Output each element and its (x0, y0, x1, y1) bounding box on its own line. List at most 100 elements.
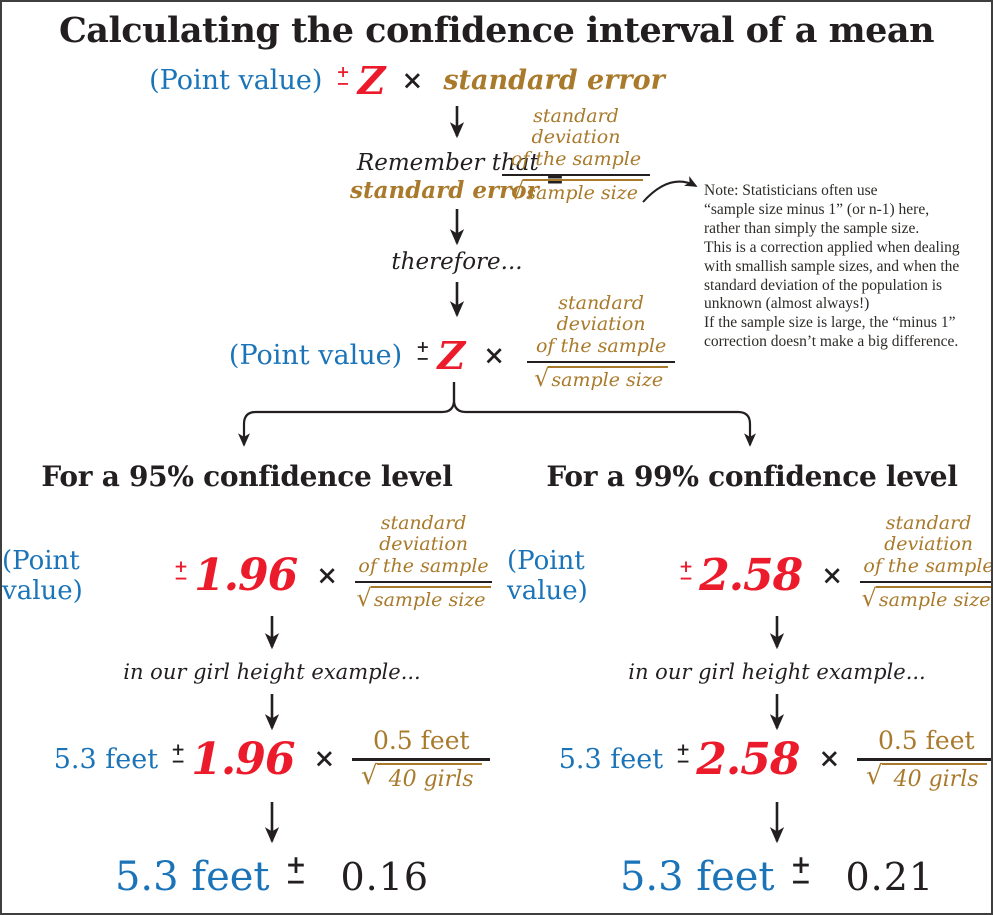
std-dev-fraction: standard deviation of the sample √ sampl… (860, 512, 993, 612)
z-value-258: 2.58 (699, 550, 803, 602)
multiply-sign: × (316, 560, 339, 591)
z-symbol: Z (437, 333, 466, 379)
radical-sign-icon: √ (861, 583, 877, 612)
result-point-value: 5.3 feet (619, 854, 775, 900)
plus-glyph: + (416, 337, 430, 357)
fraction-denominator: √ 40 girls (866, 760, 987, 792)
40-girls-label: 40 girls (376, 762, 482, 792)
point-value-label: (Point value) (507, 545, 588, 606)
minus-glyph: − (678, 568, 694, 589)
fraction-numerator-05-feet: 0.5 feet (372, 726, 470, 755)
point-value-53-feet: 5.3 feet (558, 743, 664, 775)
example-fraction: 0.5 feet √ 40 girls (857, 726, 991, 792)
formula-99-point-value: (Point value) + − 2.58 × standard deviat… (507, 512, 991, 625)
standard-error-label: standard error (443, 65, 665, 96)
remember-lines: Remember that standard error (350, 149, 539, 205)
page-title: Calculating the confidence interval of a… (58, 10, 935, 51)
formula-95-point-value: (Point value) + − 1.96 × standard deviat… (2, 512, 492, 625)
header-95-confidence: For a 95% confidence level (41, 460, 453, 493)
fraction-denominator: √ sample size (509, 176, 643, 205)
fraction-numerator-line3: of the sample (510, 147, 642, 170)
minus-glyph: − (416, 348, 430, 368)
fraction-denominator: √ sample size (534, 363, 669, 392)
minus-glyph: − (285, 867, 307, 896)
fraction-denominator: √ 40 girls (361, 760, 482, 792)
fraction-bar (355, 580, 492, 583)
formula-point-value-z-se: (Point value) + − Z × standard error (2, 58, 812, 103)
multiply-sign: × (313, 744, 336, 775)
std-dev-fraction: standard deviation of the sample √ sampl… (502, 105, 650, 205)
z-value-196: 1.96 (194, 550, 298, 602)
fraction-numerator-line2: deviation (531, 126, 621, 149)
result-95: 5.3 feet + − 0.16 (30, 850, 514, 900)
fraction-bar (502, 173, 650, 176)
fraction-bar (857, 757, 991, 761)
plus-glyph: + (336, 61, 350, 81)
multiply-sign: × (401, 65, 424, 96)
z-symbol: Z (357, 58, 386, 103)
result-point-value: 5.3 feet (114, 854, 270, 900)
plus-glyph: + (171, 740, 186, 761)
radical-sign-icon: √ (534, 363, 550, 392)
minus-glyph: − (676, 752, 691, 773)
radical-sign-icon: √ (866, 760, 883, 791)
result-margin-021: 0.21 (845, 855, 935, 899)
fraction-numerator-line3: of the sample (535, 334, 667, 357)
fraction-numerator-line2: deviation (379, 533, 468, 556)
radical-sign-icon: √ (356, 583, 372, 612)
plus-minus-sign: + − (173, 556, 189, 588)
fraction-numerator-line3: of the sample (863, 554, 993, 577)
formula-point-value-z-fraction: (Point value) + − Z × standard deviation… (2, 292, 902, 405)
radical-sign-icon: √ (509, 176, 525, 205)
example-fraction: 0.5 feet √ 40 girls (352, 726, 491, 792)
fraction-bar (527, 360, 676, 363)
plus-minus-sign: + − (416, 337, 430, 368)
sample-size-label: sample size (370, 585, 491, 611)
minus-glyph: − (171, 752, 186, 773)
example-formula-99: 5.3 feet + − 2.58 × 0.5 feet √ 40 girls (535, 726, 991, 792)
minus-glyph: − (336, 73, 350, 93)
result-99: 5.3 feet + − 0.21 (535, 850, 991, 900)
point-value-53-feet: 5.3 feet (53, 743, 159, 775)
remember-block: Remember that standard error = (350, 149, 564, 205)
std-dev-fraction: standard deviation of the sample √ sampl… (355, 512, 492, 612)
fraction-numerator-line2: deviation (884, 533, 973, 556)
sample-size-label: sample size (523, 178, 643, 204)
fraction-numerator-line1: standard (533, 105, 619, 127)
plus-glyph: + (173, 556, 189, 577)
point-value-label: (Point value) (2, 545, 83, 606)
fraction-numerator-line1: standard (380, 512, 467, 534)
multiply-sign: × (483, 340, 506, 371)
z-value-258: 2.58 (696, 733, 800, 785)
multiply-sign: × (818, 744, 841, 775)
example-label-right: in our girl height example... (628, 660, 926, 684)
fraction-denominator: √ sample size (861, 583, 991, 612)
plus-glyph: + (678, 556, 694, 577)
example-formula-95: 5.3 feet + − 1.96 × 0.5 feet √ 40 girls (30, 727, 514, 792)
plus-minus-sign: + − (336, 61, 350, 93)
plus-glyph: + (285, 850, 307, 879)
fraction-bar (352, 757, 491, 761)
fraction-bar (860, 580, 991, 583)
therefore-label: therefore... (391, 249, 523, 275)
sample-size-label: sample size (875, 585, 991, 611)
plus-glyph: + (790, 850, 812, 879)
plus-minus-sign: + − (171, 740, 186, 773)
radical-sign-icon: √ (361, 760, 378, 791)
standard-error-label: standard error (350, 177, 539, 205)
note-curved-arrow (642, 176, 698, 203)
fraction-numerator-line1: standard (558, 292, 644, 314)
fraction-numerator-line3: of the sample (358, 554, 489, 577)
example-label-left: in our girl height example... (123, 660, 421, 684)
point-value-label: (Point value) (228, 340, 403, 372)
plus-glyph: + (676, 740, 691, 761)
std-dev-fraction: standard deviation of the sample √ sampl… (527, 292, 676, 392)
remember-that-label: Remember that (356, 150, 539, 176)
fraction-numerator-05-feet: 0.5 feet (877, 726, 975, 755)
point-value-label: (Point value) (149, 65, 323, 96)
multiply-sign: × (821, 560, 844, 591)
plus-minus-sign: + − (790, 850, 812, 894)
plus-minus-sign: + − (678, 556, 694, 589)
statisticians-note: Note: Statisticians often use “sample si… (704, 182, 960, 351)
